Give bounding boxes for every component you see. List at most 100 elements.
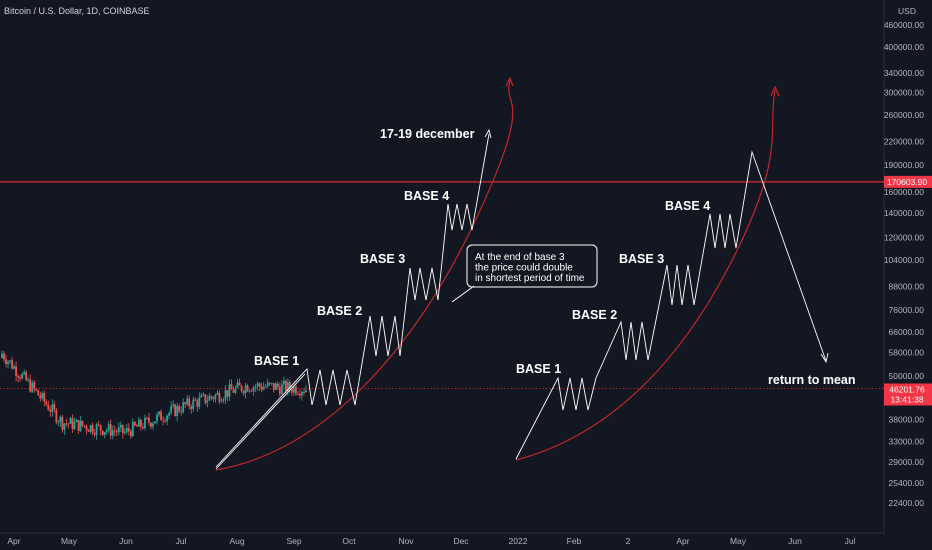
candle-body [53,404,56,410]
level-price-tag [884,175,932,188]
candle-body [87,430,90,432]
candle-body [280,384,283,395]
candle-body [295,386,297,394]
annotation-labels: BASE 1 BASE 2 BASE 3 BASE 4 17-19 december At… [254,127,856,387]
trend-line-left [215,373,306,470]
candle-body [254,386,257,388]
base-label-left: BASE 3 [360,252,405,266]
candle-body [73,422,76,429]
price-tick-label: 300000.00 [884,88,924,98]
time-tick-label: Dec [453,536,469,546]
candle-body [5,359,7,365]
candle-body [47,404,50,411]
price-tick-label: 29000.00 [889,457,925,467]
candle-body [7,361,9,365]
candle-body [192,399,195,409]
candle-body [166,415,168,422]
price-tick-label: 220000.00 [884,137,924,147]
note-line: At the end of base 3 [475,252,565,263]
candle-body [97,424,100,426]
candle-body [146,417,148,419]
candle-body [9,360,11,362]
candle-body [117,427,120,433]
time-tick-label: Apr [7,536,20,546]
candle-body [142,426,144,429]
candle-body [301,391,303,396]
price-tick-label: 460000.00 [884,20,924,30]
candle-body [276,383,279,388]
candle-body [81,420,84,426]
candle-body [69,418,72,424]
candle-body [91,425,94,433]
target-date-label: 17-19 december [380,127,475,141]
candle-body [115,431,118,433]
candle-body [13,366,15,369]
candle-body [45,401,48,405]
curve-arrowhead-right [770,85,780,97]
price-tick-label: 160000.00 [884,187,924,197]
price-tick-label: 38000.00 [889,414,925,424]
candle-body [182,402,185,413]
candle-body [230,384,233,390]
price-tick-label: 50000.00 [889,371,925,381]
last-price-tag [884,383,932,406]
candle-body [200,395,203,398]
candle-body [218,392,221,402]
price-tick-label: 120000.00 [884,233,924,243]
candle-body [244,385,247,394]
candle-body [256,383,259,387]
candle-body [71,418,74,429]
candle-body [131,421,134,437]
price-tick-label: 88000.00 [889,282,925,292]
candle-body [49,410,52,412]
projection-path-right [515,150,827,460]
candle-body [222,399,225,402]
time-tick-label: Jun [119,536,133,546]
candle-body [278,387,281,395]
candle-body [286,381,289,392]
price-tick-label: 190000.00 [884,160,924,170]
time-tick-label: 2 [626,536,631,546]
time-tick-label: 2022 [509,536,528,546]
candle-body [162,420,164,422]
candle-body [63,423,66,430]
candle-body [274,383,277,390]
price-tick-label: 400000.00 [884,42,924,52]
candle-body [27,379,30,381]
chart-title: Bitcoin / U.S. Dollar, 1D, COINBASE [4,6,150,16]
projection-arrowhead-left [484,128,492,139]
projection-arrowhead-right [820,352,829,364]
price-tick-label: 25400.00 [889,478,925,488]
candle-body [85,426,88,431]
candle-body [43,392,46,402]
candle-body [202,394,205,396]
time-tick-label: Sep [286,536,301,546]
candle-body [234,387,237,393]
candle-body [11,360,13,369]
base-label-right: BASE 2 [572,308,617,322]
price-tick-label: 76000.00 [889,305,925,315]
candle-body [188,398,191,407]
note-line: the price could double [475,263,573,274]
candle-body [216,392,219,395]
candle-body [140,419,142,427]
note-pointer [451,285,475,303]
candle-body [3,353,5,360]
candle-body [186,398,189,405]
time-tick-label: Jun [788,536,802,546]
price-axis: USD 22400.00 25400.00 29000.00 33000.00 38000… [883,0,925,535]
candle-body [93,432,96,435]
candle-body [170,406,173,413]
time-tick-label: Oct [342,536,356,546]
last-price-label: 46201.76 [889,384,925,394]
candle-body [55,409,58,423]
candle-body [184,402,187,405]
time-tick-label: May [61,536,78,546]
candle-body [21,373,24,379]
candle-body [282,380,285,385]
time-tick-label: May [730,536,747,546]
base-label-right: BASE 1 [516,362,561,376]
candle-body [23,371,26,374]
